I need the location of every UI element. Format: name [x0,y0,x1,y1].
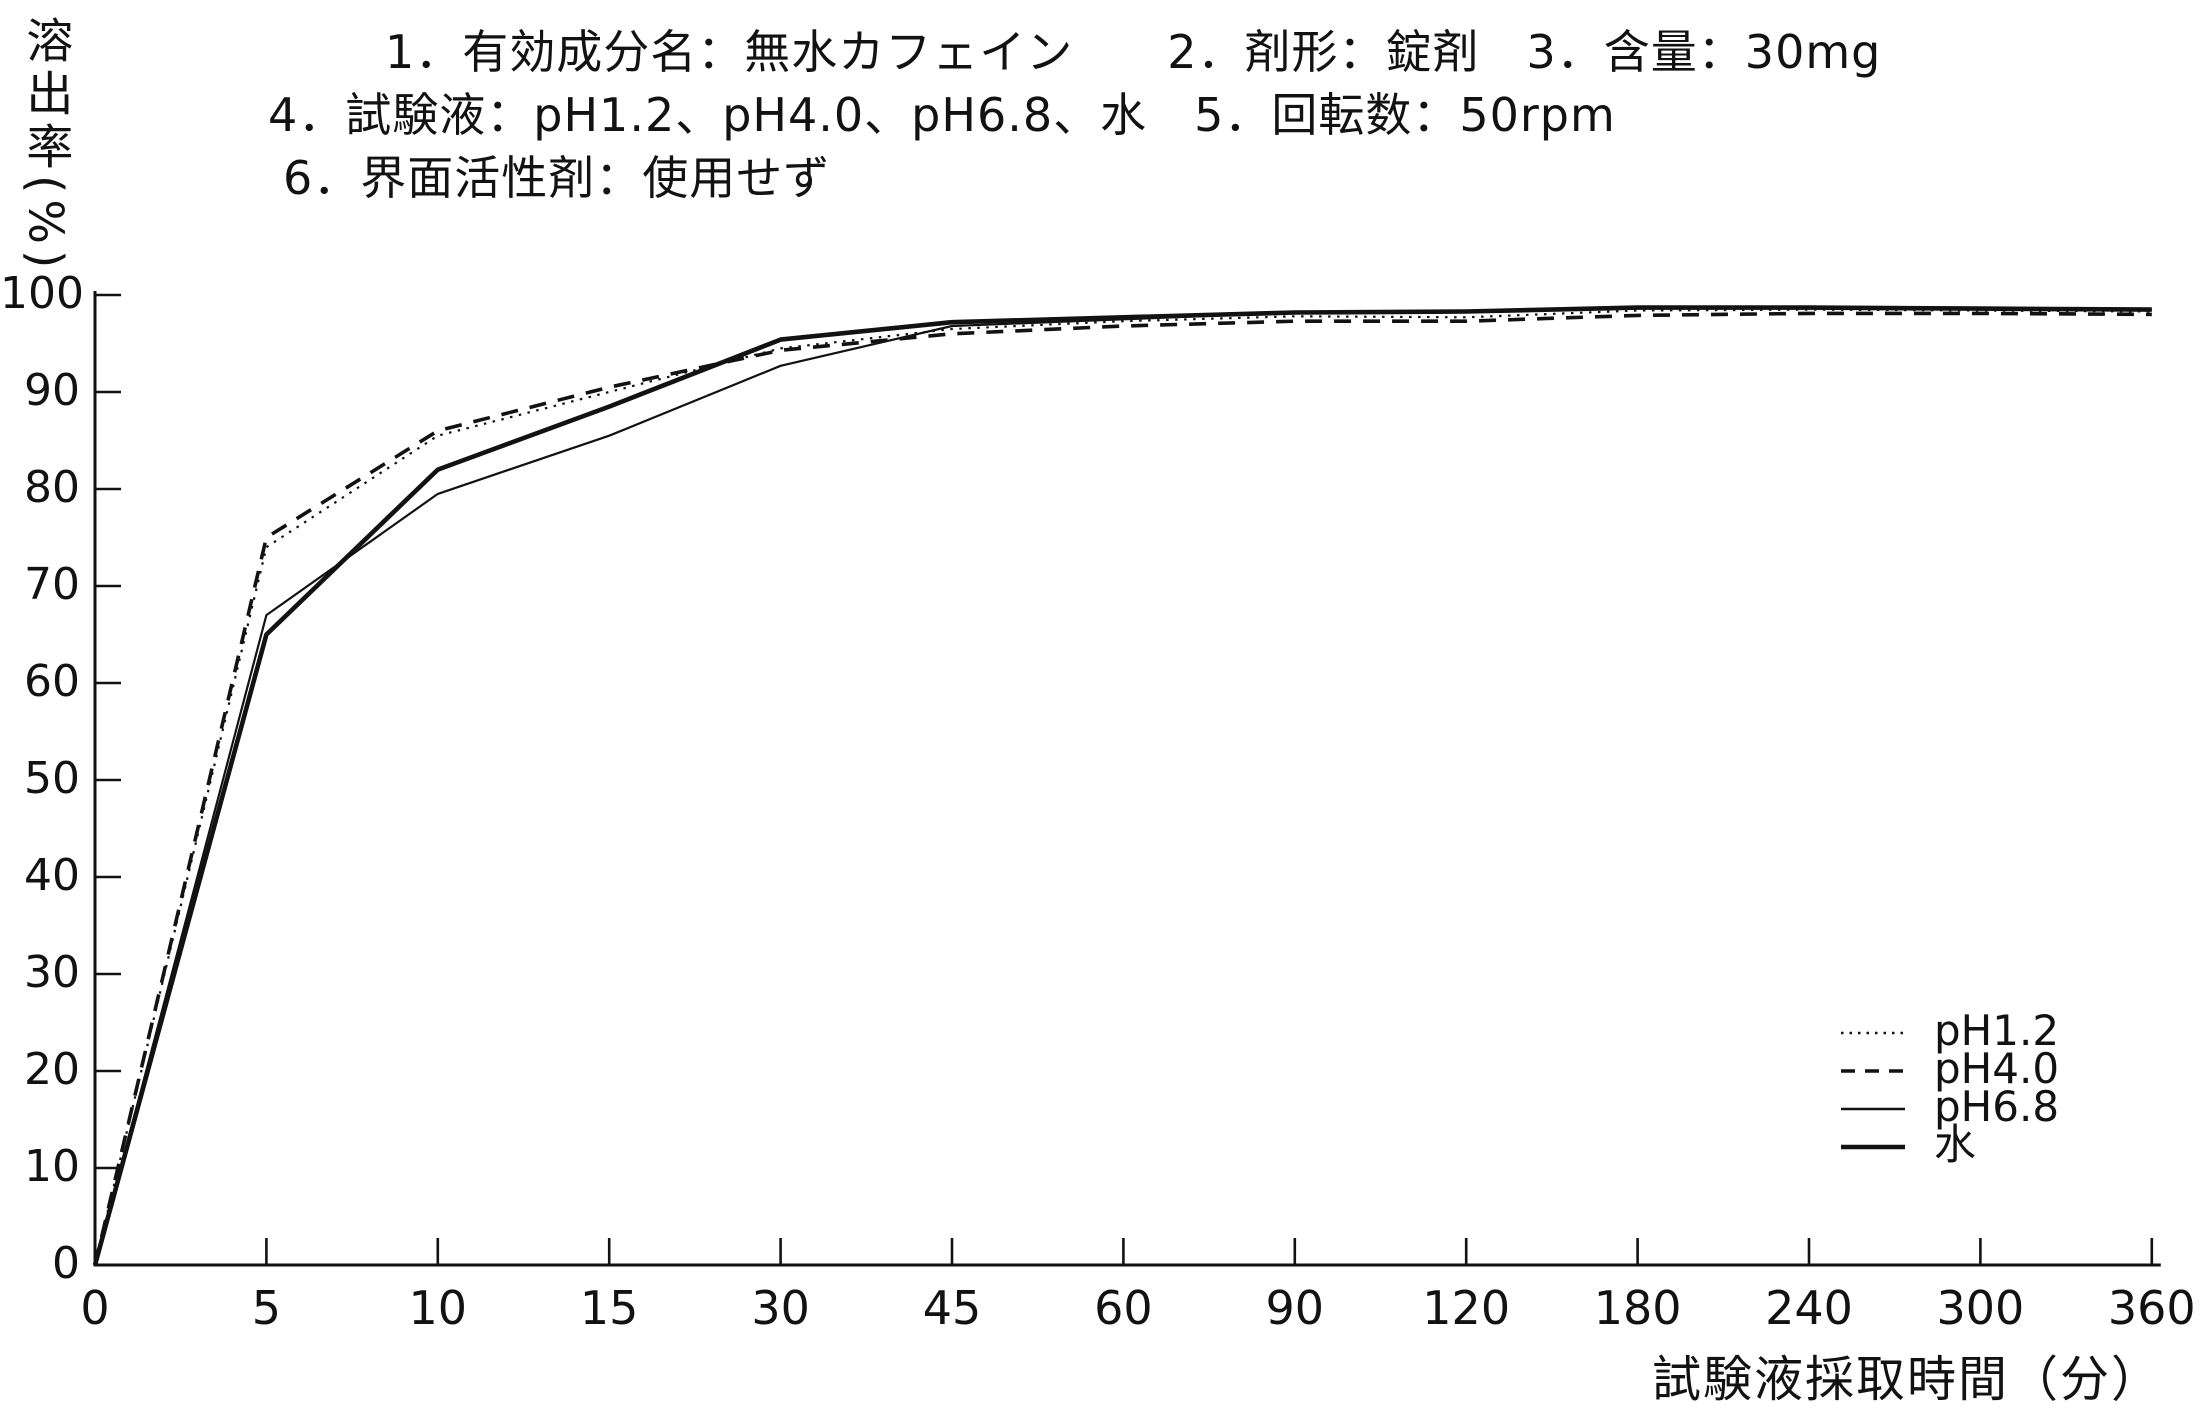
y-tick-label: 20 [24,1044,80,1095]
chart-legend: pH1.2 pH4.0 pH6.8 水 [1840,1006,2060,1169]
condition-line-3: 6．界面活性剤：使用せず [283,151,831,205]
x-tick-label: 0 [80,1281,110,1335]
legend-line-swatch [1841,1107,1905,1111]
y-tick-label: 100 [0,268,84,319]
legend-label: 水 [1934,1120,1977,1169]
legend-label: pH4.0 [1934,1044,2060,1093]
y-tick-label: 0 [52,1238,80,1289]
y-tick-label: 40 [24,850,80,901]
y-axis-title: 溶出率(%) [17,16,73,275]
legend-line-swatch [1841,1031,1905,1035]
condition-line-2: 4．試験液：pH1.2、pH4.0、pH6.8、水 5．回転数：50rpm [268,88,1616,142]
condition-line-1: 1．有効成分名：無水カフェイン 2．剤形：錠剤 3．含量：30mg [385,25,1882,79]
x-axis-title: 試験液採取時間（分） [1651,1351,2162,1408]
legend-item-pH4.0: pH4.0 [1840,1044,2060,1093]
x-tick-label: 15 [579,1281,639,1335]
legend-line-swatch [1841,1069,1905,1073]
series-line-pH1.2 [93,308,2152,1266]
legend-label: pH1.2 [1934,1006,2060,1055]
x-tick-label: 240 [1765,1281,1853,1335]
y-tick-label: 60 [24,656,80,707]
x-tick-label: 180 [1593,1281,1682,1335]
y-tick-label: 10 [24,1141,80,1192]
legend-label: pH6.8 [1934,1082,2060,1131]
y-tick-label: 90 [24,365,80,416]
x-tick-label: 60 [1094,1281,1153,1335]
x-tick-label: 30 [751,1281,810,1335]
x-tick-label: 10 [408,1281,468,1335]
y-tick-label: 30 [24,947,80,998]
x-tick-label: 360 [2107,1281,2196,1335]
x-tick-label: 120 [1422,1281,1511,1335]
y-tick-label: 80 [24,462,80,513]
x-tick-label: 5 [251,1281,282,1335]
y-tick-label: 50 [24,753,80,804]
series-line-水 [92,305,2152,1266]
x-tick-label: 45 [922,1281,982,1335]
legend-line-swatch [1841,1144,1905,1150]
y-tick-label: 70 [24,559,80,610]
series-line-pH4.0 [93,311,2152,1266]
legend-item-pH6.8: pH6.8 [1840,1082,2060,1131]
x-tick-label: 300 [1936,1281,2025,1335]
legend-item-pH1.2: pH1.2 [1840,1006,2060,1055]
x-tick-label: 90 [1265,1281,1325,1335]
legend-item-水: 水 [1840,1120,2059,1169]
